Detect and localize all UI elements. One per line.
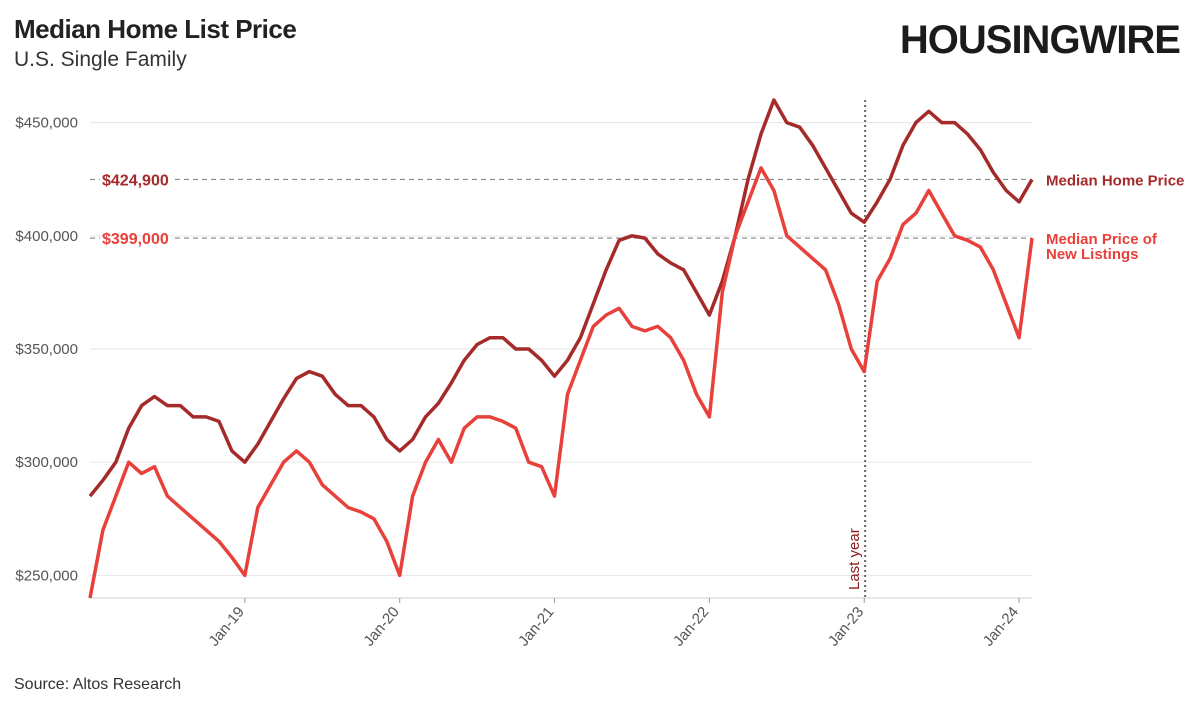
series-label-line: Median Price of bbox=[1046, 231, 1158, 248]
y-tick-label: $400,000 bbox=[15, 228, 78, 245]
y-tick-label: $350,000 bbox=[15, 341, 78, 358]
y-tick-label: $450,000 bbox=[15, 115, 78, 132]
chart-title: Median Home List Price bbox=[14, 14, 297, 44]
x-axis-ticks: Jan-19 Jan-20 Jan-21 Jan-22 Jan-23 Jan-24 bbox=[205, 598, 1022, 650]
y-tick-label: $300,000 bbox=[15, 454, 78, 471]
reference-value-label: $399,000 bbox=[102, 231, 169, 248]
x-tick-label: Jan-19 bbox=[205, 604, 248, 650]
series-label-line: New Listings bbox=[1046, 246, 1139, 263]
series-label-line: Median Home Price bbox=[1046, 172, 1184, 189]
housingwire-logo: HOUSINGWIRE bbox=[899, 18, 1181, 62]
gridlines bbox=[90, 122, 1032, 599]
x-tick-label: Jan-21 bbox=[515, 604, 558, 650]
series-labels: Median Home Price Median Price of New List… bbox=[1046, 172, 1184, 263]
series-lines bbox=[88, 98, 1034, 599]
x-tick-label: Jan-22 bbox=[670, 604, 713, 650]
x-tick-label: Jan-20 bbox=[360, 604, 403, 650]
series-line-new bbox=[88, 166, 1034, 599]
last-year-label: Last year bbox=[846, 528, 863, 590]
x-tick-label: Jan-23 bbox=[825, 604, 868, 650]
chart-subtitle: U.S. Single Family bbox=[14, 48, 187, 71]
y-tick-label: $250,000 bbox=[15, 567, 78, 584]
series-label-new: Median Price of New Listings bbox=[1046, 231, 1158, 263]
series-label-home: Median Home Price bbox=[1046, 172, 1184, 189]
reference-value-label: $424,900 bbox=[102, 172, 169, 189]
source-note: Source: Altos Research bbox=[14, 676, 182, 693]
annotations: Last year bbox=[846, 100, 867, 598]
reference-lines: $424,900 $399,000 bbox=[90, 172, 1032, 248]
y-axis-ticks: $250,000 $300,000 $350,000 $400,000 $450,000 bbox=[15, 115, 78, 585]
x-tick-label: Jan-24 bbox=[980, 604, 1023, 650]
series-line-home bbox=[88, 98, 1034, 498]
